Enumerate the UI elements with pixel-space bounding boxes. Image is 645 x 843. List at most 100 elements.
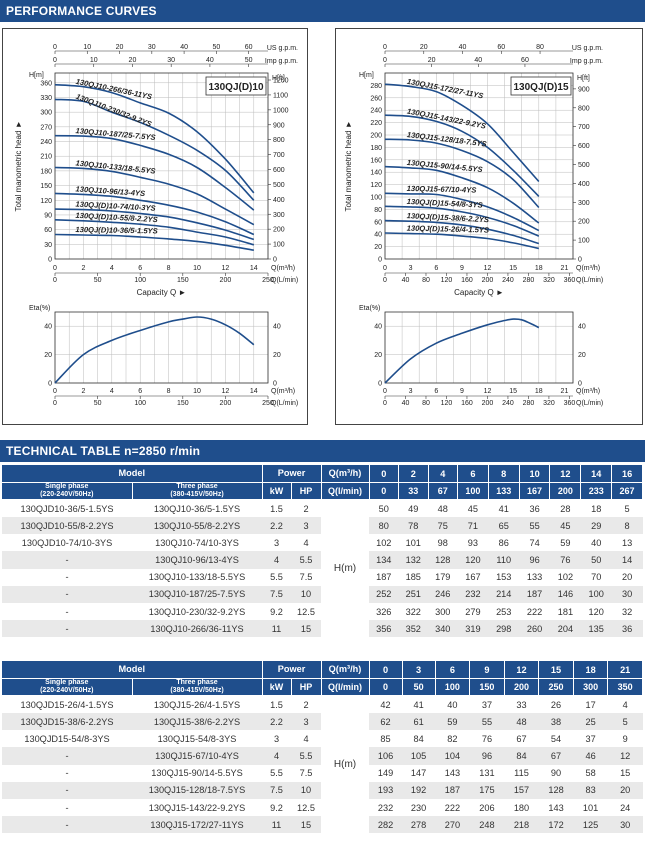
- hp-value: 3: [291, 517, 321, 535]
- x-lmin-tick-label: 250: [262, 277, 274, 284]
- model-header: Model: [2, 465, 263, 483]
- head-value: 101: [582, 802, 599, 813]
- y-tick-label: 60: [44, 227, 52, 234]
- eta-x-m3h-tick-label: 18: [535, 388, 543, 395]
- head-value: 42: [380, 699, 391, 710]
- usgpm-tick-label: 20: [116, 44, 124, 51]
- x-lmin-tick-label: 200: [482, 277, 494, 284]
- ft-tick-label: 100: [578, 238, 590, 245]
- ft-tick-label: 700: [273, 152, 285, 159]
- y-tick-label: 200: [370, 133, 382, 140]
- ft-tick-label: 0: [578, 257, 582, 264]
- three-phase-model: 130QJ10-133/18-5.5YS: [148, 572, 246, 583]
- head-value: 50: [378, 503, 389, 514]
- single-phase-header: Single phase (220-240V/50Hz): [2, 482, 133, 501]
- eta-y-tick-label: 0: [378, 381, 382, 388]
- usgpm-tick-label: 60: [497, 44, 505, 51]
- eta-x-lmin-tick-label: 200: [220, 400, 232, 407]
- head-value: 206: [479, 802, 495, 813]
- q-lmin-value: 100: [457, 482, 489, 501]
- table-row: - 130QJ15-90/14-5.5YS 5.5 7.5 149 147 143 131 11…: [2, 765, 643, 782]
- series-label: 130QJ(D)10-55/8-2.2YS: [75, 211, 158, 224]
- series-label: 130QJ(D)15-26/4-1.5YS: [407, 224, 490, 235]
- series-label: 130QJ(D)10-36/5-1.5YS: [75, 225, 157, 235]
- q-lmin-value: 150: [469, 678, 505, 697]
- three-phase-model: 130QJ15-143/22-9.2YS: [148, 802, 246, 813]
- head-value: 187: [519, 585, 550, 603]
- hp-value: 5.5: [291, 747, 321, 765]
- table-row: 130QJD10-36/5-1.5YS 130QJ10-36/5-1.5YS 1.5…: [2, 499, 643, 638]
- head-curve: [54, 233, 254, 251]
- x-lmin-tick-label: 120: [441, 277, 453, 284]
- single-phase-model: -: [65, 606, 69, 617]
- table-row: -130QJ15-67/10-4YS 4 5.5 106 105 104 96 84 67 46 1…: [2, 747, 643, 765]
- eta-x-m3h-tick-label: 3: [409, 388, 413, 395]
- q-m3h-value: 10: [519, 465, 551, 484]
- head-curve: [384, 232, 539, 250]
- kw-value: 1.5: [270, 699, 283, 710]
- three-phase-model: 130QJ15-172/27-11YS: [132, 816, 262, 834]
- ft-tick-label: 300: [578, 200, 590, 207]
- head-value: 4: [622, 699, 628, 710]
- imp-tick-label: 40: [474, 57, 482, 64]
- head-value: 5: [624, 503, 630, 514]
- eta-x-m3h-tick-label: 0: [383, 388, 387, 395]
- q-m3h-header: Q(m³/h): [321, 465, 370, 483]
- kw-value: 5.5: [270, 572, 283, 583]
- x-m3h-tick-label: 12: [484, 265, 492, 272]
- hp-value: 2: [303, 503, 309, 514]
- y-tick-label: 210: [40, 154, 52, 161]
- single-phase-model: -: [2, 747, 132, 765]
- eta-x-lmin-tick-label: 120: [441, 400, 453, 407]
- y-axis-label: Total manometric head ►: [344, 120, 353, 211]
- kw-value: 11: [262, 816, 291, 834]
- table-row: 130QJD15-54/8-3YS 130QJ15-54/8-3YS 3 4 85 84 8…: [2, 730, 643, 747]
- q-lmin-value: 67: [428, 482, 458, 501]
- head-value: 55: [519, 517, 550, 535]
- q-m3h-value: 16: [611, 465, 643, 484]
- x-m3h-tick-label: 6: [434, 265, 438, 272]
- ft-unit: H[ft]: [272, 75, 285, 82]
- y-tick-label: 260: [370, 95, 382, 102]
- head-value: 300: [435, 606, 451, 617]
- qj10-chart-panel: 0 30 60 90 120 150 180 210 240 270 300 330 360 0 10 20 3…: [2, 28, 308, 425]
- three-phase-model: 130QJ15-128/18-7.5YS: [132, 781, 262, 799]
- power-header: Power: [262, 661, 322, 679]
- y-tick-label: 270: [40, 124, 52, 131]
- head-value: 12: [607, 747, 643, 765]
- kw-value: 3: [273, 537, 280, 548]
- eta-x-lmin-tick-label: 80: [422, 400, 430, 407]
- plot-frame: [54, 72, 269, 260]
- eta-x-m3h-tick-label: 12: [484, 388, 492, 395]
- y-tick-label: 0: [48, 257, 52, 264]
- head-value: 102: [376, 537, 392, 548]
- q-m3h-value: 18: [573, 661, 609, 680]
- eta-y-tick-label: 20: [374, 352, 382, 359]
- head-value: 104: [435, 747, 470, 765]
- imp-tick-label: 0: [383, 57, 387, 64]
- ft-tick-label: 900: [578, 86, 590, 93]
- eta-x-lmin-tick-label: 160: [461, 400, 473, 407]
- head-value: 59: [560, 537, 571, 548]
- q-lmin-value: 300: [573, 678, 609, 697]
- hp-value: 10: [291, 585, 321, 603]
- head-value: 101: [405, 537, 421, 548]
- three-phase-model: 130QJ10-187/25-7.5YS: [132, 585, 262, 603]
- head-value: 279: [465, 606, 481, 617]
- head-curve: [384, 83, 540, 183]
- hp-value: 7.5: [299, 572, 313, 583]
- performance-curves-header: PERFORMANCE CURVES: [0, 0, 645, 22]
- head-curve: [54, 208, 255, 241]
- single-phase-model: -: [2, 620, 132, 638]
- q-lmin-value: 33: [398, 482, 429, 501]
- head-value: 248: [469, 816, 505, 834]
- y-tick-label: 80: [374, 207, 382, 214]
- head-value: 80: [369, 517, 399, 535]
- ft-tick-label: 800: [273, 137, 285, 144]
- eta-x-lmin-tick-label: 360: [564, 400, 576, 407]
- head-value: 131: [479, 768, 495, 779]
- head-curve: [54, 166, 255, 226]
- head-value: 352: [398, 620, 428, 638]
- ft-tick-label: 200: [273, 227, 285, 234]
- eta-y-tick-label: 20: [44, 352, 52, 359]
